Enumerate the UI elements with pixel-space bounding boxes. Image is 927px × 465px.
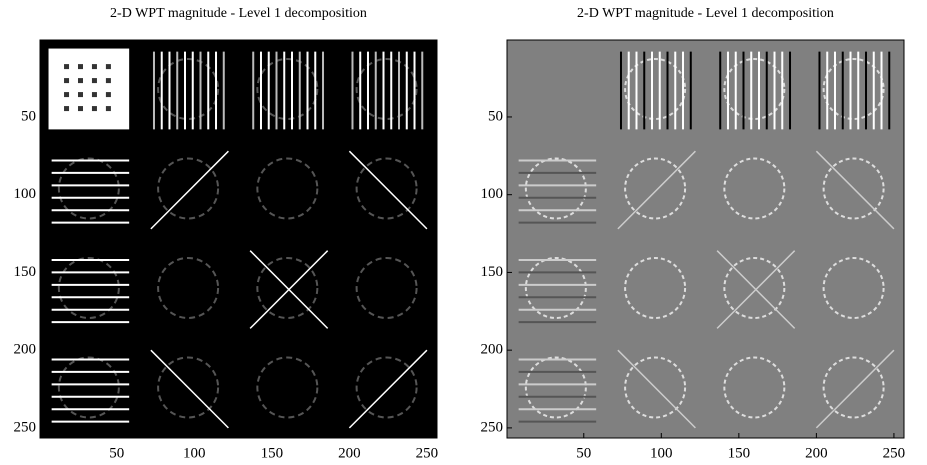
x-tick-label: 150	[728, 445, 751, 461]
x-tick-label: 200	[805, 445, 828, 461]
ring	[157, 356, 220, 419]
dot	[105, 92, 111, 98]
chart-title: 2-D WPT magnitude - Level 1 decompositio…	[577, 6, 834, 21]
ring	[524, 356, 587, 419]
dot	[64, 78, 70, 84]
y-tick-label: 150	[14, 264, 37, 280]
x-tick-label: 250	[883, 445, 906, 461]
ring	[355, 356, 418, 419]
diagonal	[150, 150, 229, 230]
y-tick-label: 100	[481, 186, 504, 202]
ring	[256, 256, 319, 319]
axes-frame	[39, 39, 438, 439]
ring	[624, 356, 687, 419]
ring	[723, 256, 786, 319]
ring	[723, 157, 786, 220]
dot	[105, 64, 111, 70]
dot	[105, 78, 111, 84]
ring	[157, 57, 220, 120]
dot	[91, 78, 97, 84]
dot	[91, 106, 97, 112]
subimage	[48, 48, 130, 130]
diagonal	[348, 150, 428, 230]
image-content	[48, 48, 428, 429]
ring	[57, 256, 120, 319]
dot	[64, 92, 70, 98]
ring	[822, 157, 885, 220]
ring	[157, 256, 220, 319]
x-tick-label: 50	[109, 445, 124, 461]
ring	[256, 356, 319, 419]
dot	[77, 106, 83, 112]
x-tick-label: 250	[416, 445, 439, 461]
ring	[822, 256, 885, 319]
y-tick-label: 50	[21, 108, 36, 124]
dot	[64, 64, 70, 70]
ring	[355, 57, 418, 120]
diagonal	[815, 150, 895, 230]
ring	[624, 256, 687, 319]
ring	[157, 157, 220, 220]
x-tick-label: 150	[261, 445, 284, 461]
y-tick-label: 150	[481, 264, 504, 280]
ring	[822, 57, 885, 120]
ring	[723, 57, 786, 120]
dot	[77, 78, 83, 84]
y-tick-label: 200	[481, 342, 504, 358]
x-tick-label: 100	[650, 445, 673, 461]
x-tick-label: 100	[183, 445, 206, 461]
x-tick-label: 50	[576, 445, 591, 461]
y-tick-label: 250	[481, 419, 504, 435]
y-tick-label: 100	[14, 186, 37, 202]
ring	[624, 57, 687, 120]
ring	[256, 57, 319, 120]
dot	[77, 64, 83, 70]
ring	[355, 157, 418, 220]
diagonal	[617, 150, 696, 230]
ring	[723, 356, 786, 419]
diagonal	[716, 250, 796, 329]
y-tick-label: 200	[14, 342, 37, 358]
diagonal	[249, 250, 329, 329]
dot	[64, 106, 70, 112]
ring	[57, 157, 120, 220]
x-tick-label: 200	[338, 445, 361, 461]
ring	[822, 356, 885, 419]
diagonal	[815, 349, 895, 429]
diagonal	[617, 349, 696, 429]
axes-frame	[506, 39, 905, 439]
ring	[57, 356, 120, 419]
ring	[355, 256, 418, 319]
image-content	[518, 51, 895, 429]
diagonal	[348, 349, 428, 429]
ring	[624, 157, 687, 220]
image-background	[507, 40, 904, 438]
y-tick-label: 250	[14, 419, 37, 435]
ring	[524, 157, 587, 220]
y-tick-label: 50	[488, 108, 503, 124]
chart-title: 2-D WPT magnitude - Level 1 decompositio…	[110, 6, 367, 21]
ring	[256, 157, 319, 220]
dot	[91, 92, 97, 98]
dot	[77, 92, 83, 98]
diagonal	[150, 349, 229, 429]
dot	[91, 64, 97, 70]
dot	[105, 106, 111, 112]
ring	[524, 256, 587, 319]
